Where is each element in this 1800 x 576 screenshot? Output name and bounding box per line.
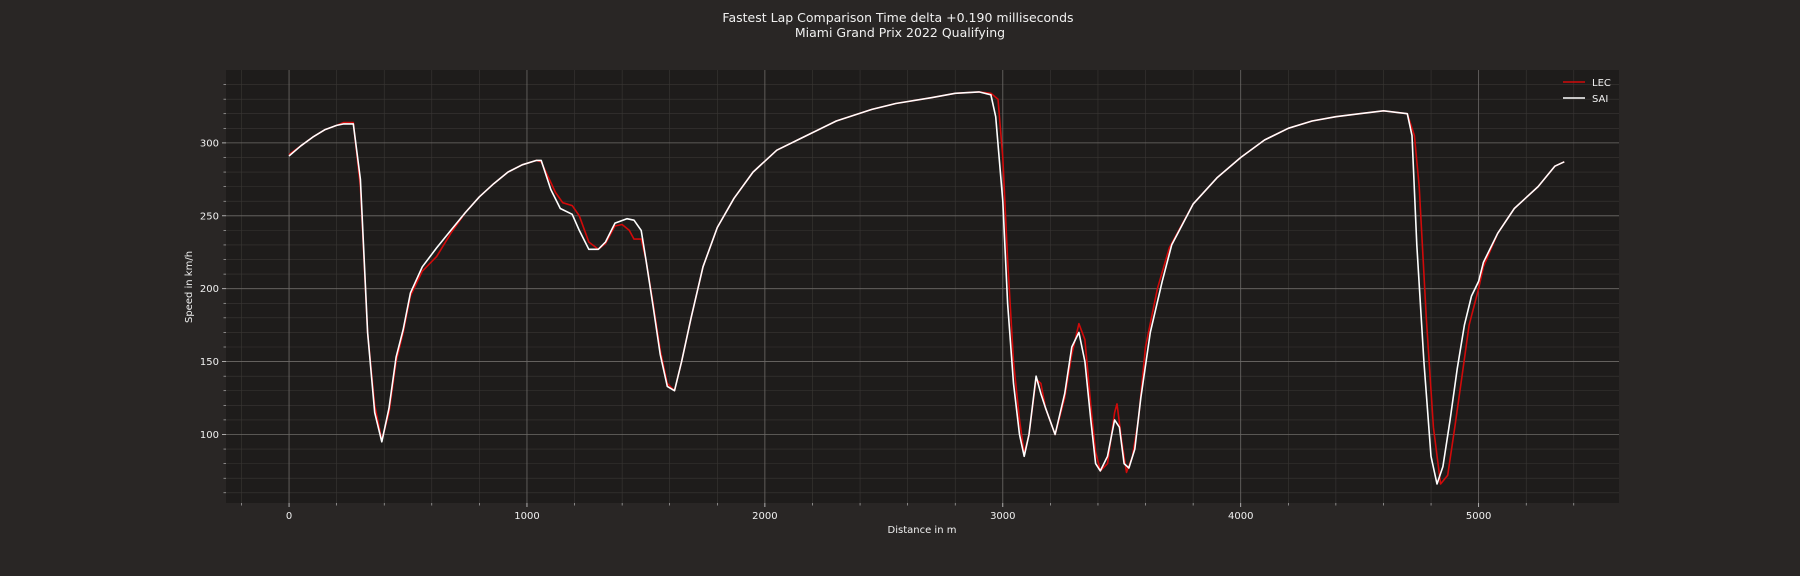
x-tick-label: 0 [286, 511, 292, 522]
series-layer [288, 91, 1565, 485]
x-tick-label: 5000 [1466, 511, 1491, 522]
legend: LEC SAI [1563, 78, 1611, 105]
y-axis-ticks: 100 150 200 250 300 [200, 84, 226, 494]
x-tick-label: 2000 [752, 511, 777, 522]
y-tick-label: 150 [200, 357, 219, 368]
legend-label-sai: SAI [1592, 94, 1608, 105]
series-line-sai [288, 91, 1565, 485]
x-tick-label: 1000 [514, 511, 539, 522]
y-tick-label: 100 [200, 430, 219, 441]
y-tick-label: 250 [200, 211, 219, 222]
x-axis-label: Distance in m [888, 525, 957, 536]
legend-label-lec: LEC [1592, 78, 1611, 89]
y-tick-label: 300 [200, 138, 219, 149]
minor-grid [226, 70, 1619, 503]
chart-subtitle: Miami Grand Prix 2022 Qualifying [795, 25, 1005, 40]
y-axis-label: Speed in km/h [184, 251, 195, 323]
x-tick-label: 3000 [990, 511, 1015, 522]
x-axis-ticks: 0 1000 2000 3000 4000 5000 [241, 503, 1575, 522]
x-tick-label: 4000 [1228, 511, 1253, 522]
plot-area [226, 70, 1619, 503]
y-tick-label: 200 [200, 284, 219, 295]
major-grid [226, 70, 1619, 503]
chart-title: Fastest Lap Comparison Time delta +0.190… [722, 10, 1073, 25]
